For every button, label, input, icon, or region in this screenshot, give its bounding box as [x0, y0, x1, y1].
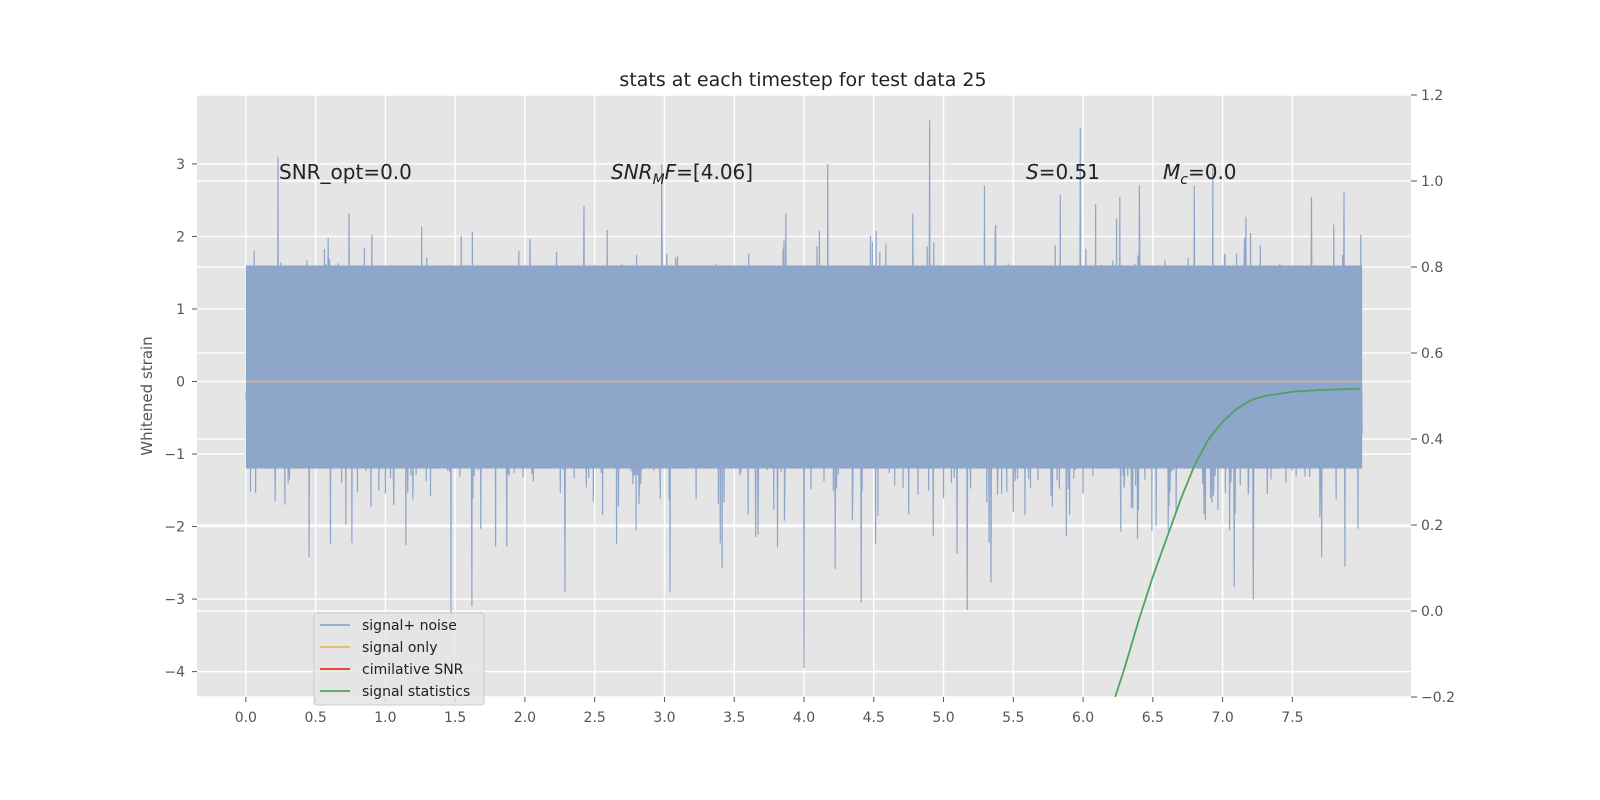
y2-tick-label: 0.2: [1421, 518, 1443, 534]
y-tick-label: 3: [176, 157, 185, 173]
legend-box: [313, 612, 485, 706]
x-tick-label: 5.5: [1002, 710, 1024, 726]
mc-sub: c: [1180, 172, 1188, 188]
series-signal-statistics: [1114, 387, 1360, 698]
y2-tick-label: 0.0: [1421, 604, 1443, 620]
x-tick-label: 6.5: [1142, 710, 1164, 726]
y2-tick-label: −0.2: [1421, 690, 1455, 706]
x-tick-label: 0.0: [235, 710, 257, 726]
annotation-snr-mf: SNRMF=[4.06]: [611, 160, 753, 188]
x-tick-label: 7.5: [1281, 710, 1303, 726]
x-tick-label: 1.0: [374, 710, 396, 726]
s-label: S: [1026, 160, 1039, 184]
snr-mf-rest: F: [665, 160, 677, 184]
x-tick-label: 2.5: [584, 710, 606, 726]
chart-title: stats at each timestep for test data 25: [619, 69, 986, 91]
snr-mf-value: =[4.06]: [676, 160, 753, 184]
legend-label: signal only: [362, 640, 437, 656]
x-tick-label: 7.0: [1211, 710, 1233, 726]
y2-tick-label: 0.8: [1421, 260, 1443, 276]
legend-label: signal+ noise: [362, 618, 457, 634]
y-tick-label: 1: [176, 302, 185, 318]
x-tick-label: 0.5: [304, 710, 326, 726]
s-value: =0.51: [1039, 160, 1100, 184]
plot-area: 0.0 0.5 1.0 1.5 2.0 2.5 3.0 3.5 4.0 4.5 5.0 5.5 6.0 6…: [164, 88, 1455, 726]
y-tick-label: −1: [164, 447, 185, 463]
snr-mf-main: SNR: [611, 160, 653, 184]
legend-label: cimilative SNR: [362, 662, 464, 678]
legend-label: signal statistics: [362, 684, 470, 700]
y-tick-label: −2: [164, 520, 185, 536]
annotations: SNR_opt=0.0 SNRMF=[4.06] S=0.51 Mc=0.0: [279, 160, 1237, 188]
y-axis-label: Whitened strain: [138, 336, 156, 455]
x-tick-label: 3.5: [723, 710, 745, 726]
legend: signal+ noise signal only cimilative SNR si…: [313, 612, 485, 706]
x-tick-label: 5.0: [932, 710, 954, 726]
y2-tick-label: 0.6: [1421, 346, 1443, 362]
x-tick-label: 1.5: [444, 710, 466, 726]
y2-tick-label: 1.0: [1421, 174, 1443, 190]
x-tick-label: 4.0: [793, 710, 815, 726]
y2-tick-label: 1.2: [1421, 88, 1443, 104]
y-tick-label: 2: [176, 229, 185, 245]
snr-mf-sub: M: [653, 172, 665, 188]
y-tick-label: −4: [164, 665, 185, 681]
x-tick-label: 2.0: [514, 710, 536, 726]
x-tick-label: 6.0: [1072, 710, 1094, 726]
annotation-mc: Mc=0.0: [1163, 160, 1237, 188]
x-tick-label: 4.5: [863, 710, 885, 726]
annotation-s: S=0.51: [1026, 160, 1100, 184]
y-tick-label: 0: [176, 374, 185, 390]
mc-main: M: [1163, 160, 1180, 184]
mc-value: =0.0: [1188, 160, 1237, 184]
y2-tick-label: 0.4: [1421, 432, 1443, 448]
y-tick-label: −3: [164, 592, 185, 608]
annotation-snr-opt: SNR_opt=0.0: [279, 160, 412, 184]
x-tick-label: 3.0: [653, 710, 675, 726]
